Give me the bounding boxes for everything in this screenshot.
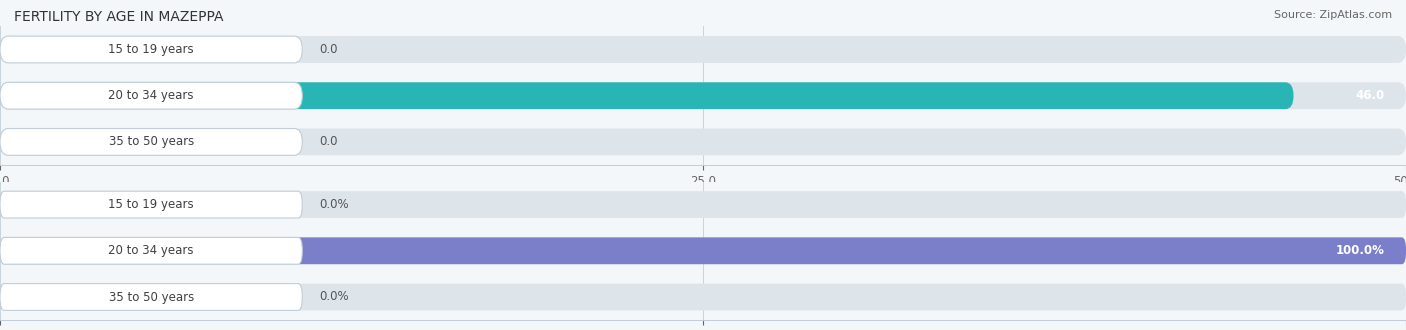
Text: FERTILITY BY AGE IN MAZEPPA: FERTILITY BY AGE IN MAZEPPA [14,10,224,24]
FancyBboxPatch shape [0,191,302,218]
FancyBboxPatch shape [0,128,302,155]
Text: Source: ZipAtlas.com: Source: ZipAtlas.com [1274,10,1392,20]
FancyBboxPatch shape [0,237,302,264]
Text: 15 to 19 years: 15 to 19 years [108,43,194,56]
FancyBboxPatch shape [0,283,302,311]
FancyBboxPatch shape [0,237,1406,264]
FancyBboxPatch shape [0,237,1406,264]
Text: 15 to 19 years: 15 to 19 years [108,198,194,211]
FancyBboxPatch shape [0,82,1294,109]
FancyBboxPatch shape [0,191,1406,218]
Text: 0.0%: 0.0% [319,198,349,211]
FancyBboxPatch shape [0,36,1406,63]
Text: 0.0%: 0.0% [319,290,349,304]
Text: 35 to 50 years: 35 to 50 years [108,135,194,148]
Text: 0.0: 0.0 [319,43,337,56]
FancyBboxPatch shape [0,82,1406,109]
FancyBboxPatch shape [0,36,302,63]
FancyBboxPatch shape [0,283,1406,311]
Text: 46.0: 46.0 [1355,89,1385,102]
Text: 0.0: 0.0 [319,135,337,148]
Text: 20 to 34 years: 20 to 34 years [108,244,194,257]
FancyBboxPatch shape [0,128,1406,155]
Text: 35 to 50 years: 35 to 50 years [108,290,194,304]
Text: 100.0%: 100.0% [1336,244,1385,257]
FancyBboxPatch shape [0,82,302,109]
Text: 20 to 34 years: 20 to 34 years [108,89,194,102]
